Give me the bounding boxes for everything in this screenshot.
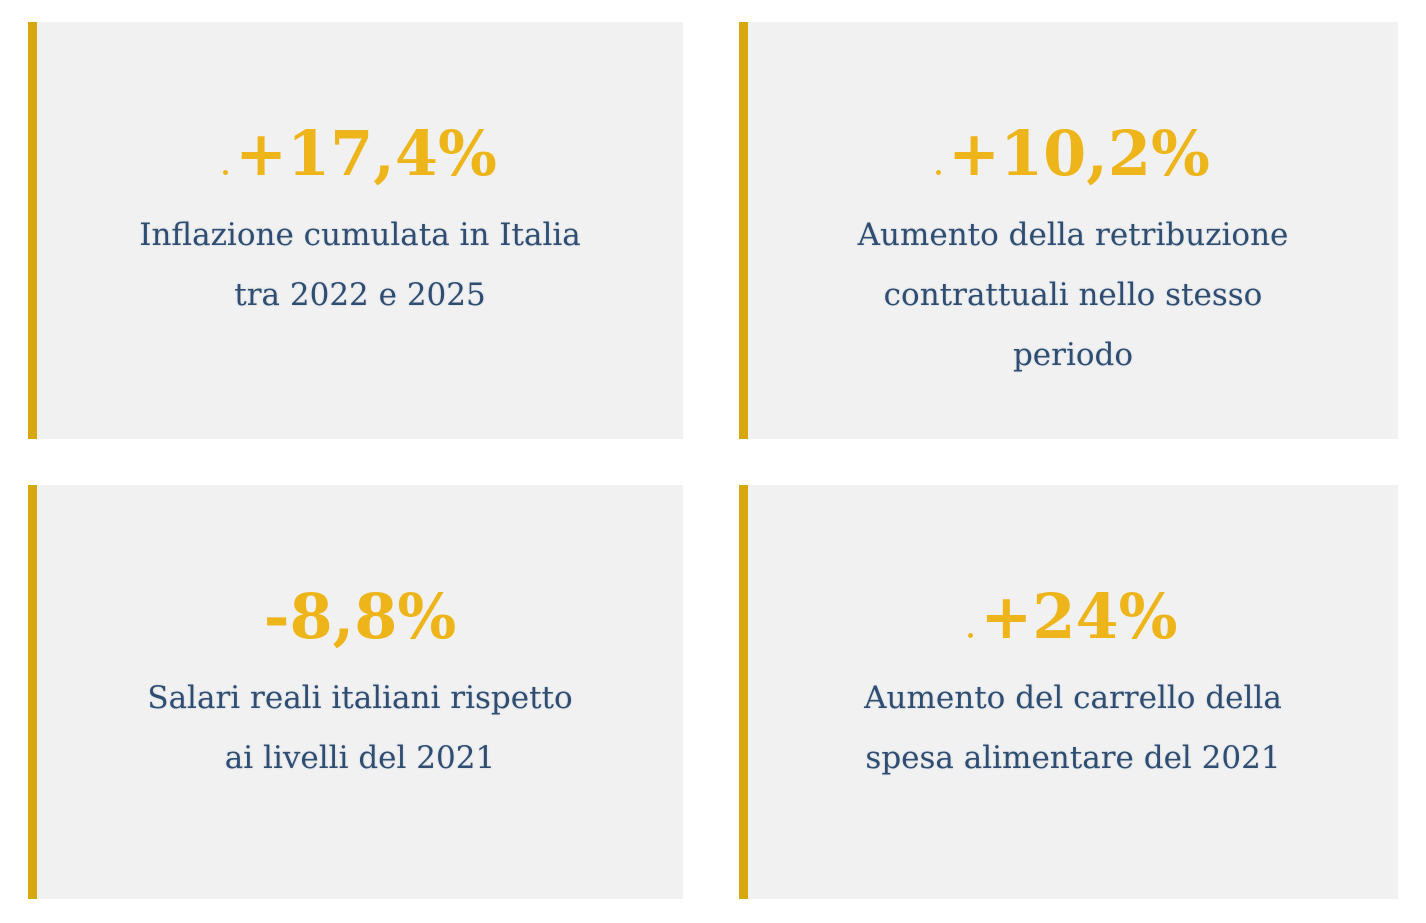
stat-card-carrello: +24% Aumento del carrello della spesa al… (739, 485, 1398, 899)
stat-description-line: periodo (1012, 337, 1134, 373)
stat-card-inflazione: +17,4% Inflazione cumulata in Italia tra… (28, 22, 683, 439)
stat-card-salari: -8,8% Salari reali italiani rispetto ai … (28, 485, 683, 899)
stat-description-line: Aumento del carrello della (864, 680, 1282, 716)
stat-description-line: spesa alimentare del 2021 (865, 740, 1281, 776)
stat-description: Inflazione cumulata in Italia tra 2022 e… (37, 205, 683, 325)
stat-value: -8,8% (263, 580, 457, 653)
stats-grid: +17,4% Inflazione cumulata in Italia tra… (28, 22, 1398, 899)
stat-description-line: Inflazione cumulata in Italia (139, 217, 581, 253)
stat-value: +10,2% (948, 117, 1210, 190)
stat-value-row: +17,4% (37, 123, 683, 185)
dot-prefix (968, 633, 974, 638)
stat-value-row: +10,2% (748, 123, 1398, 185)
stat-description-line: contrattuali nello stesso (883, 277, 1263, 313)
stat-description-line: tra 2022 e 2025 (234, 277, 486, 313)
stat-description: Salari reali italiani rispetto ai livell… (37, 668, 683, 788)
stat-description: Aumento della retribuzione contrattuali … (748, 205, 1398, 385)
stat-value: +24% (980, 580, 1178, 653)
stat-description-line: ai livelli del 2021 (224, 740, 496, 776)
stat-description: Aumento del carrello della spesa aliment… (748, 668, 1398, 788)
stat-value-row: +24% (748, 586, 1398, 648)
stat-card-retribuzione: +10,2% Aumento della retribuzione contra… (739, 22, 1398, 439)
stat-description-line: Aumento della retribuzione (857, 217, 1289, 253)
stat-value: +17,4% (235, 117, 497, 190)
stat-description-line: Salari reali italiani rispetto (147, 680, 573, 716)
stat-value-row: -8,8% (37, 586, 683, 648)
dot-prefix (936, 170, 942, 175)
dot-prefix (223, 170, 229, 175)
